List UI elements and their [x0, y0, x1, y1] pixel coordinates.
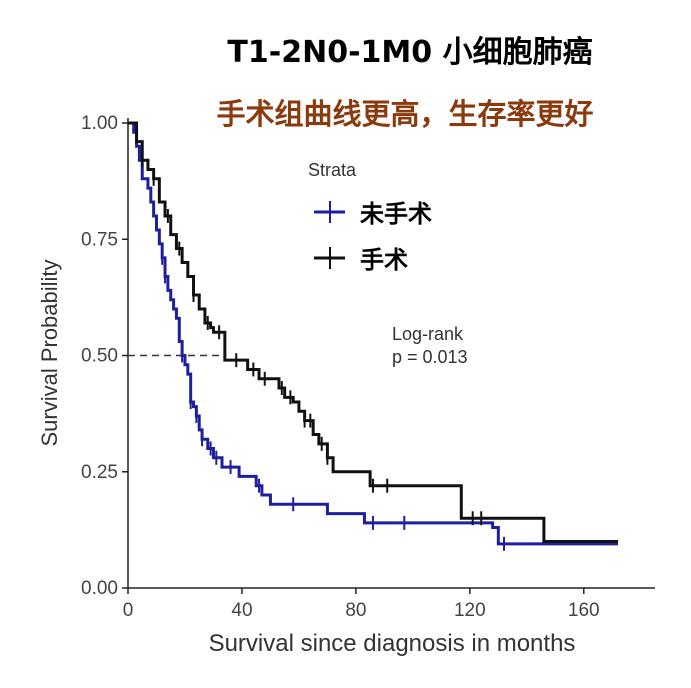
x-tick-label: 0 [123, 600, 134, 621]
legend-label-no-surgery: 未手术 [360, 200, 432, 228]
y-tick-label: 0.50 [81, 346, 118, 367]
p-value-label: p = 0.013 [392, 347, 468, 367]
x-tick-label: 160 [568, 600, 600, 621]
legend: Strata 未手术 手术 [308, 160, 432, 274]
legend-item-surgery: 手术 [314, 246, 408, 274]
legend-title: Strata [308, 160, 357, 180]
y-tick-label: 1.00 [81, 113, 118, 134]
logrank-label: Log-rank [392, 324, 464, 344]
y-tick-label: 0.75 [81, 229, 118, 250]
x-axis-label: Survival since diagnosis in months [209, 630, 576, 657]
survival-curve-no-surgery [128, 121, 618, 546]
x-tick-label: 80 [345, 600, 366, 621]
x-tick-label: 120 [454, 600, 486, 621]
chart-title: T1-2N0-1M0 小细胞肺癌 [227, 35, 592, 70]
x-tick-label: 40 [231, 600, 252, 621]
y-axis-label: Survival Probability [37, 259, 62, 446]
axes [127, 118, 655, 589]
y-tick-label: 0.25 [81, 462, 118, 483]
legend-item-no-surgery: 未手术 [314, 200, 432, 228]
legend-label-surgery: 手术 [360, 246, 408, 274]
chart-subtitle: 手术组曲线更高，生存率更好 [216, 97, 593, 131]
y-tick-label: 0.00 [81, 578, 118, 599]
